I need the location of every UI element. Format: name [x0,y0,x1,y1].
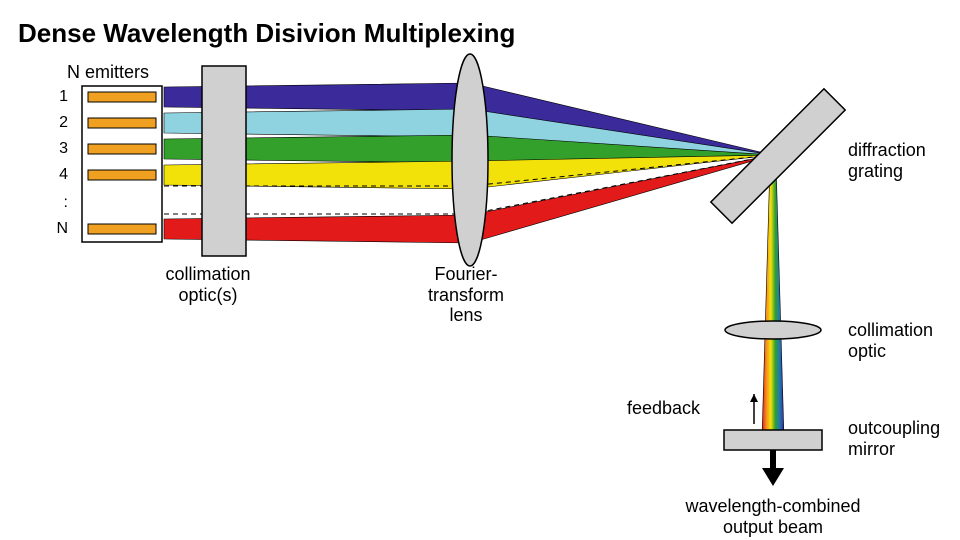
emitter-bar [88,224,156,234]
collimation-optics-label: collimationoptic(s) [165,264,250,305]
grating-label: diffractiongrating [848,140,926,181]
page-title: Dense Wavelength Disivion Multiplexing [18,18,515,49]
collimation-optics [202,66,246,256]
output-arrow-head [762,468,784,486]
combined-beam [762,163,784,438]
emitter-number: N [56,220,68,238]
emitter-number: 2 [59,114,68,132]
output-label: wavelength-combinedoutput beam [685,496,860,537]
emitter-number: : [64,194,68,212]
emitter-bar [88,144,156,154]
fourier-lens-label: Fourier-transformlens [428,264,504,326]
emitter-array [82,86,162,242]
collimation-optic-2-label: collimationoptic [848,320,933,361]
feedback-arrow-head [750,394,758,402]
emitter-number: 1 [59,88,68,106]
emitters-label: N emitters [67,62,149,83]
emitter-bar [88,92,156,102]
feedback-label: feedback [627,398,700,419]
emitter-number: 3 [59,140,68,158]
emitter-bar [88,170,156,180]
fourier-lens [452,54,488,266]
emitter-number: 4 [59,166,68,184]
outcoupling-mirror [724,430,822,450]
outcoupling-mirror-label: outcouplingmirror [848,418,940,459]
emitter-bar [88,118,156,128]
collimation-optic-2 [725,321,821,339]
